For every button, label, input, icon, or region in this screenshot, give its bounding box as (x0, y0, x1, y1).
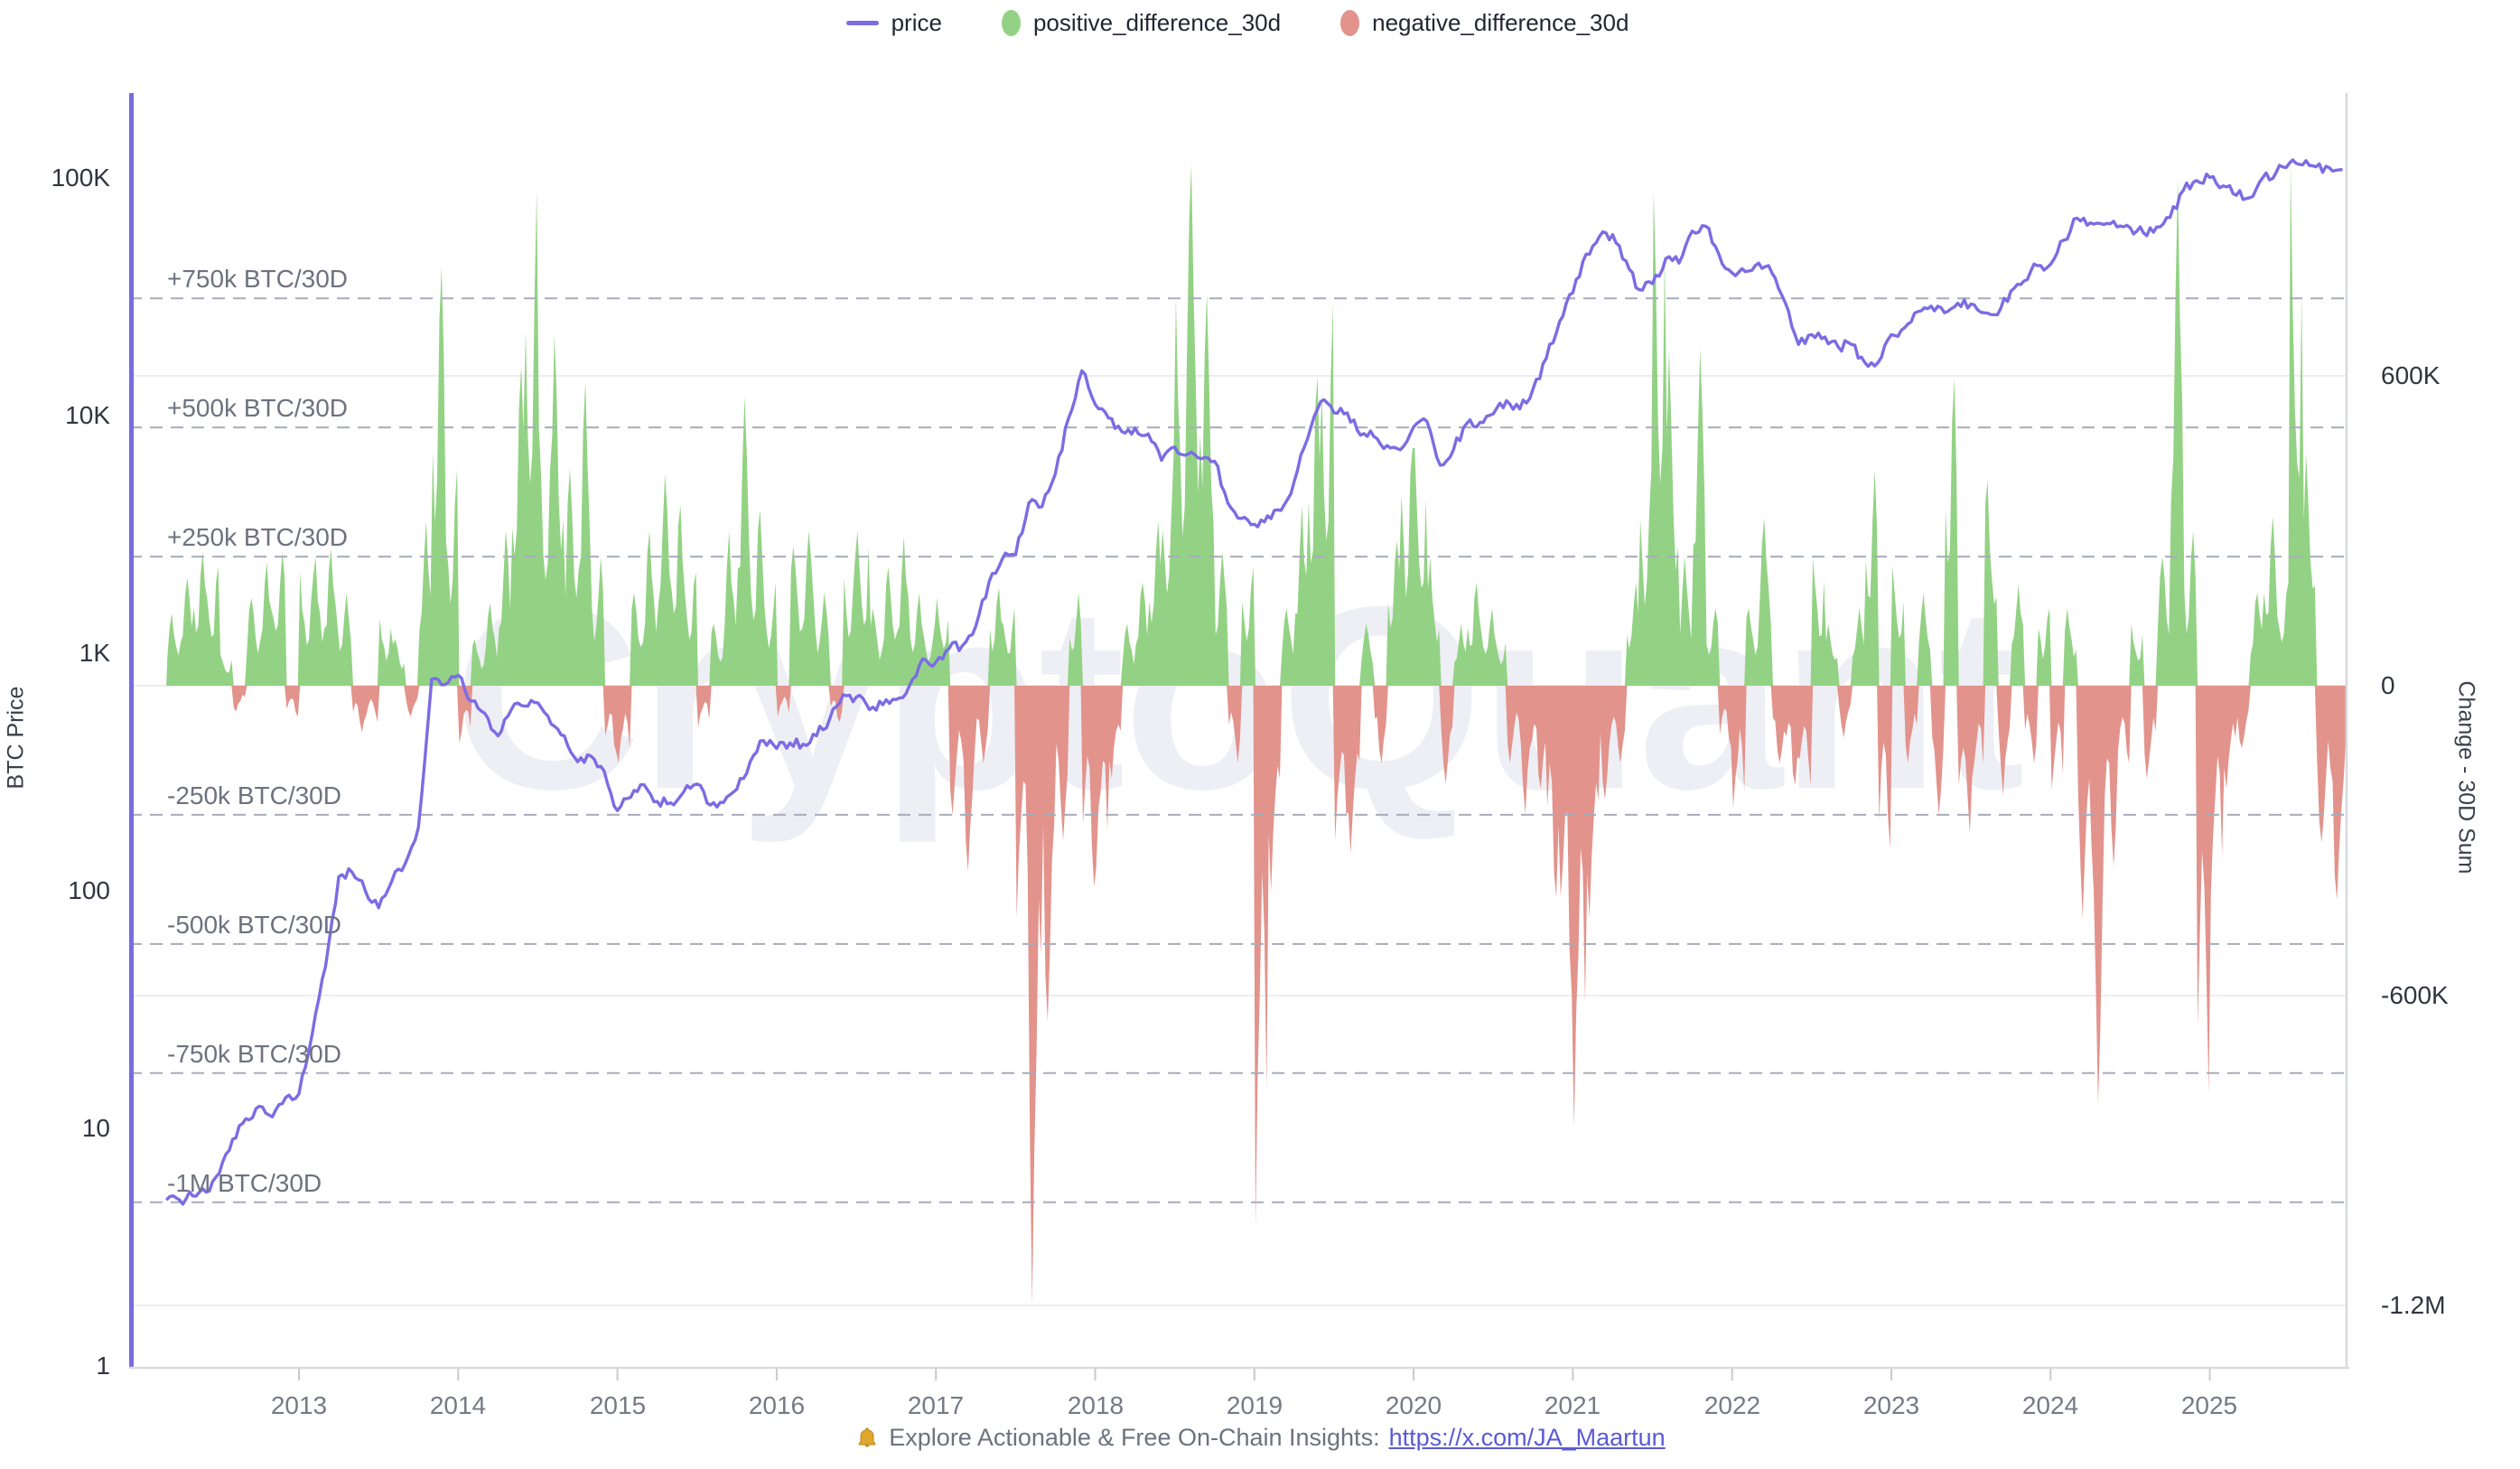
threshold-label-m250k: -250k BTC/30D (167, 781, 341, 809)
negative-swatch-icon (1340, 10, 1360, 36)
price-line-swatch-icon (845, 21, 879, 25)
legend-item-positive-difference[interactable]: positive_difference_30d (1001, 9, 1282, 37)
change-axis-title: Change - 30D Sum (2453, 680, 2479, 875)
footer: Explore Actionable & Free On-Chain Insig… (0, 1424, 2520, 1452)
legend-item-price[interactable]: price (845, 9, 942, 37)
xtick-2015: 2015 (589, 1391, 647, 1419)
chart-legend: price positive_difference_30d negative_d… (0, 9, 2475, 37)
bell-icon (858, 1427, 876, 1447)
xtick-2019: 2019 (1226, 1391, 1283, 1419)
threshold-label-m1m: -1M BTC/30D (167, 1169, 322, 1197)
xtick-2017: 2017 (907, 1391, 965, 1419)
change-tick-0: 0 (2381, 671, 2395, 699)
footer-link[interactable]: https://x.com/JA_Maartun (1388, 1424, 1666, 1451)
xtick-2024: 2024 (2021, 1391, 2079, 1419)
price-tick-100: 100 (68, 876, 110, 904)
price-tick-1k: 1K (79, 639, 110, 667)
xtick-2021: 2021 (1544, 1391, 1601, 1419)
price-tick-10: 10 (81, 1114, 110, 1142)
legend-item-negative-difference[interactable]: negative_difference_30d (1340, 9, 1629, 37)
plot-area[interactable] (129, 158, 2356, 1307)
xtick-2023: 2023 (1862, 1391, 1920, 1419)
change-tick-m1.2m: -1.2M (2381, 1291, 2446, 1319)
xtick-2020: 2020 (1385, 1391, 1442, 1419)
xtick-2013: 2013 (270, 1391, 328, 1419)
positive-swatch-icon (1001, 10, 1021, 36)
legend-label-positive: positive_difference_30d (1032, 9, 1282, 36)
change-tick-600k: 600K (2381, 361, 2441, 389)
threshold-label-m750k: -750k BTC/30D (167, 1040, 341, 1068)
legend-label-negative: negative_difference_30d (1372, 9, 1629, 36)
xtick-2014: 2014 (429, 1391, 487, 1419)
price-axis-title: BTC Price (3, 686, 29, 790)
price-line (164, 158, 2343, 1206)
threshold-label-p250k: +250k BTC/30D (167, 523, 348, 551)
legend-label-price: price (891, 9, 942, 36)
xtick-2018: 2018 (1067, 1391, 1125, 1419)
xtick-2016: 2016 (748, 1391, 806, 1419)
threshold-label-p500k: +500k BTC/30D (167, 394, 348, 422)
footer-text: Explore Actionable & Free On-Chain Insig… (889, 1424, 1380, 1451)
xtick-2022: 2022 (1703, 1391, 1761, 1419)
change-tick-m600k: -600K (2381, 981, 2449, 1009)
price-tick-1: 1 (96, 1352, 110, 1380)
positive-difference-bars (166, 162, 2347, 686)
threshold-label-p750k: +750k BTC/30D (167, 265, 348, 293)
threshold-label-m500k: -500k BTC/30D (167, 911, 341, 939)
price-tick-10k: 10K (65, 401, 110, 429)
price-tick-100k: 100K (51, 164, 110, 192)
negative-difference-bars (166, 686, 2347, 1305)
xtick-2025: 2025 (2180, 1391, 2238, 1419)
